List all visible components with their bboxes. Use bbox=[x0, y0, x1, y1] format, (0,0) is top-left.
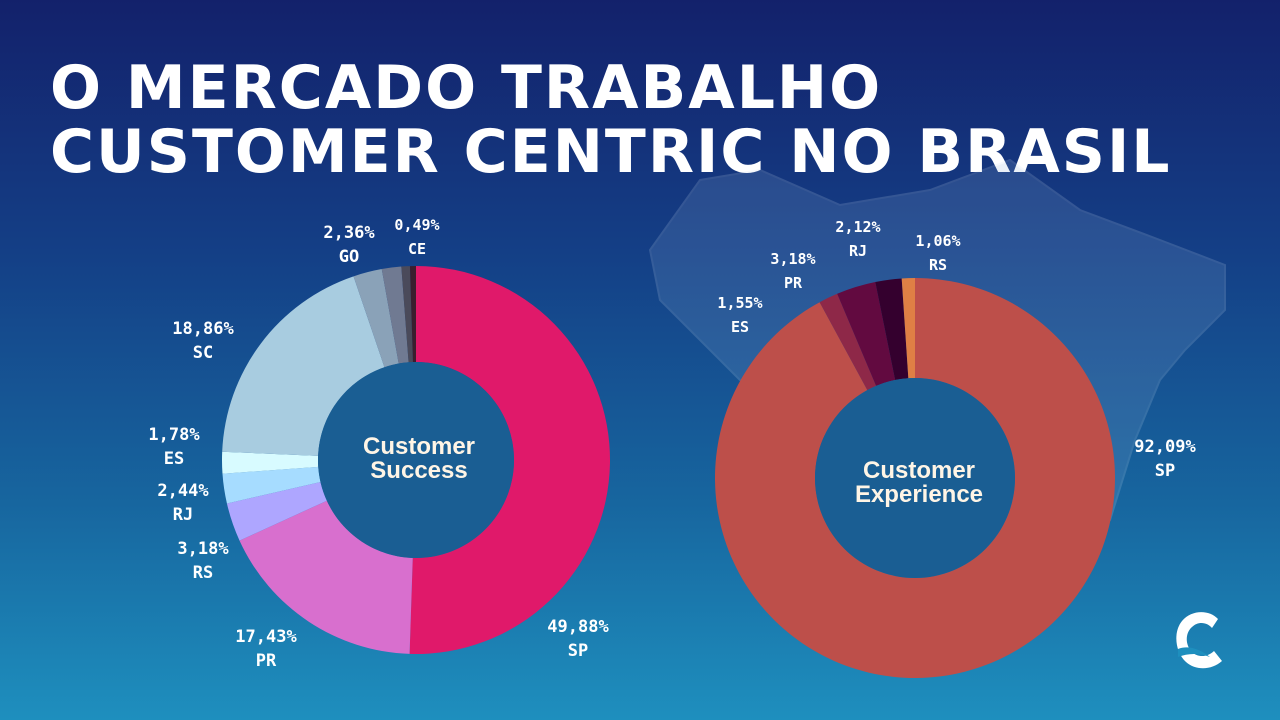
slice-value-label: 18,86% bbox=[172, 319, 234, 339]
slice-value-label: 1,55% bbox=[717, 294, 762, 312]
center-title-line: Success bbox=[370, 457, 467, 484]
slice-category-label: SP bbox=[1155, 461, 1175, 481]
slice-value-label: 3,18% bbox=[177, 539, 229, 559]
slice-value-label: 2,44% bbox=[157, 481, 209, 501]
slice-category-label: SP bbox=[568, 641, 588, 661]
center-label-cx: Customer Experience bbox=[855, 457, 983, 508]
slice-value-label: 92,09% bbox=[1134, 437, 1196, 457]
center-label-cs: Customer Success bbox=[363, 433, 475, 484]
center-title-line: Customer bbox=[363, 433, 475, 460]
slice-labels: 49,88% SP 17,43% PR 3,18% RS 2,44% RJ 1,78% ES 18,… bbox=[148, 216, 1196, 671]
slice-es bbox=[819, 293, 877, 391]
slice-category-label: ES bbox=[731, 318, 749, 336]
slice-go bbox=[353, 269, 399, 368]
slice-value-label: 3,18% bbox=[770, 250, 815, 268]
center-title-line: Experience bbox=[855, 481, 983, 508]
slice-value-label: 1,78% bbox=[148, 425, 200, 445]
slice-value-label: 49,88% bbox=[547, 617, 609, 637]
slice-pr bbox=[239, 500, 413, 654]
center-title-line: Customer bbox=[863, 457, 975, 484]
slice-rj bbox=[222, 466, 321, 504]
slice-ce bbox=[409, 266, 416, 363]
donut-hole bbox=[815, 378, 1015, 578]
slice-sp bbox=[409, 266, 611, 654]
customer-success-donut bbox=[221, 266, 611, 654]
slice-category-label: PR bbox=[256, 651, 277, 671]
slice-value-label: 0,49% bbox=[394, 216, 439, 234]
slice-category-label: PR bbox=[784, 274, 803, 292]
slice-value-label: 17,43% bbox=[235, 627, 297, 647]
page-title: O MERCADO TRABALHO CUSTOMER CENTRIC NO B… bbox=[50, 56, 1172, 184]
slice-es bbox=[221, 451, 319, 474]
title-line-2: CUSTOMER CENTRIC NO BRASIL bbox=[50, 117, 1172, 187]
slice-category-label: SC bbox=[193, 343, 213, 363]
slice-value-label: 2,36% bbox=[323, 223, 375, 243]
slice-rs bbox=[901, 278, 915, 379]
slice-unlabeled bbox=[401, 266, 413, 363]
slice-category-label: ES bbox=[164, 449, 184, 469]
slice-value-label: 1,06% bbox=[915, 232, 960, 250]
donut-hole bbox=[318, 362, 514, 558]
title-line-1: O MERCADO TRABALHO bbox=[50, 53, 883, 123]
slice-sp bbox=[715, 278, 1115, 678]
slice-unlabeled bbox=[381, 266, 409, 364]
slice-category-label: RS bbox=[193, 563, 213, 583]
slice-rj bbox=[875, 278, 909, 380]
slice-category-label: GO bbox=[339, 247, 359, 267]
slice-category-label: RJ bbox=[173, 505, 193, 525]
slice-category-label: CE bbox=[408, 240, 426, 258]
slice-value-label: 2,12% bbox=[835, 218, 880, 236]
slice-pr bbox=[837, 281, 896, 386]
slice-rs bbox=[226, 481, 327, 541]
c-logo-icon bbox=[1176, 612, 1222, 669]
slice-sc bbox=[222, 276, 385, 456]
customer-experience-donut bbox=[715, 278, 1115, 678]
slice-category-label: RS bbox=[929, 256, 947, 274]
slice-category-label: RJ bbox=[849, 242, 867, 260]
